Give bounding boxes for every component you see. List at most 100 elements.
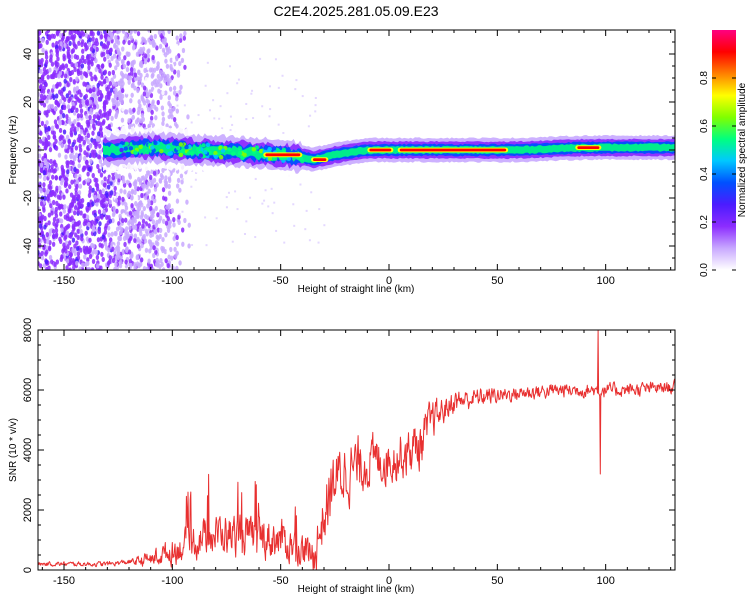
spectrogram-noise-cell xyxy=(74,44,78,50)
spectrogram-noise-cell xyxy=(116,240,121,247)
spectrogram-noise-cell xyxy=(50,125,55,131)
spectrogram-noise-cell xyxy=(94,66,98,73)
spectrogram-noise-cell xyxy=(112,53,117,59)
spectrogram-noise-cell xyxy=(141,46,146,52)
spectrogram-noise-cell xyxy=(98,109,102,115)
spectrogram-noise-cell xyxy=(128,182,132,188)
spectrogram-noise-cell xyxy=(109,47,113,53)
snr-x-label: Height of straight line (km) xyxy=(298,584,415,595)
spectrogram-noise-cell xyxy=(317,241,320,244)
spectrogram-noise-cell xyxy=(100,243,104,249)
spectrogram-noise-cell xyxy=(151,72,155,78)
spectrogram-noise-cell xyxy=(41,47,45,53)
spectrogram-noise-cell xyxy=(53,261,57,268)
spectrogram-noise-cell xyxy=(212,99,215,102)
spectrogram-noise-cell xyxy=(75,183,79,190)
spectrogram-noise-cell xyxy=(69,130,73,136)
spectrogram-noise-cell xyxy=(64,234,68,240)
spectrogram-track-blob xyxy=(144,150,150,155)
spectrogram-noise-cell xyxy=(54,138,58,144)
spectrogram-noise-cell xyxy=(95,201,99,207)
spectrogram-noise-cell xyxy=(48,179,53,186)
spectrogram-noise-cell xyxy=(68,40,72,47)
spectrogram-noise-cell xyxy=(84,32,88,38)
spectrogram-noise-cell xyxy=(56,102,61,108)
spectrogram-noise-cell xyxy=(150,210,154,216)
spectrogram-noise-cell xyxy=(150,81,155,87)
spectrogram-noise-cell xyxy=(133,72,138,78)
spectrogram-noise-cell xyxy=(129,67,134,73)
spectrogram-x-tick-label: -100 xyxy=(161,275,183,287)
spectrogram-noise-cell xyxy=(147,223,151,229)
spectrogram-noise-cell xyxy=(62,139,66,145)
spectrogram-noise-cell xyxy=(97,131,101,137)
spectrogram-noise-cell xyxy=(143,53,148,59)
spectrogram-noise-cell xyxy=(108,199,112,205)
spectrogram-noise-cell xyxy=(81,98,85,104)
spectrogram-noise-cell xyxy=(66,82,70,88)
spectrogram-noise-cell xyxy=(112,205,116,212)
spectrogram-noise-cell xyxy=(45,120,49,126)
spectrogram-noise-cell xyxy=(148,89,152,95)
spectrogram-noise-cell xyxy=(155,257,159,263)
spectrogram-noise-cell xyxy=(161,218,166,224)
spectrogram-noise-cell xyxy=(76,245,80,252)
spectrogram-noise-cell xyxy=(58,185,62,191)
spectrogram-noise-cell xyxy=(178,60,182,67)
spectrogram-noise-cell xyxy=(100,193,104,199)
spectrogram-noise-cell xyxy=(98,221,102,227)
spectrogram-noise-cell xyxy=(167,30,171,35)
spectrogram-noise-cell xyxy=(111,246,115,252)
spectrogram-noise-cell xyxy=(129,30,133,35)
spectrogram-noise-cell xyxy=(142,183,146,189)
spectrogram-noise-cell xyxy=(86,121,91,127)
spectrogram-noise-cell xyxy=(38,153,42,159)
spectrogram-noise-cell xyxy=(42,94,47,101)
spectrogram-noise-cell xyxy=(51,174,55,180)
spectrogram-track-blob xyxy=(123,146,128,151)
spectrogram-noise-cell xyxy=(150,109,154,115)
spectrogram-noise-cell xyxy=(53,168,57,174)
spectrogram-noise-cell xyxy=(71,123,75,129)
spectrogram-noise-cell xyxy=(95,46,99,52)
spectrogram-noise-cell xyxy=(74,62,79,68)
spectrogram-noise-cell xyxy=(38,78,42,84)
spectrogram-track-blob xyxy=(180,148,185,154)
spectrogram-noise-cell xyxy=(38,182,42,189)
spectrogram-noise-cell xyxy=(43,195,47,201)
spectrogram-noise-cell xyxy=(50,210,54,216)
spectrogram-noise-cell xyxy=(105,99,109,105)
spectrogram-noise-cell xyxy=(128,258,133,264)
spectrogram-noise-cell xyxy=(167,95,171,101)
spectrogram-noise-cell xyxy=(156,73,161,80)
spectrogram-noise-cell xyxy=(134,119,139,125)
spectrogram-noise-cell xyxy=(259,57,262,60)
spectrogram-track-blob xyxy=(172,141,177,146)
spectrogram-noise-cell xyxy=(206,61,209,64)
spectrogram-noise-cell xyxy=(100,162,104,169)
spectrogram-noise-cell xyxy=(87,221,91,228)
spectrogram-noise-cell xyxy=(71,258,76,264)
spectrogram-noise-cell xyxy=(134,201,138,207)
spectrogram-noise-cell xyxy=(39,201,44,207)
spectrogram-noise-cell xyxy=(55,124,60,130)
spectrogram-track-blob xyxy=(237,146,242,151)
spectrogram-noise-cell xyxy=(153,186,158,192)
spectrogram-noise-cell xyxy=(39,167,44,173)
spectrogram-noise-cell xyxy=(82,221,87,227)
spectrogram-noise-cell xyxy=(38,31,41,37)
spectrogram-noise-cell xyxy=(132,107,136,113)
spectrogram-noise-cell xyxy=(49,203,53,209)
spectrogram-noise-cell xyxy=(88,185,92,191)
spectrogram-noise-cell xyxy=(101,256,105,263)
spectrogram-noise-cell xyxy=(86,266,91,270)
spectrogram-noise-cell xyxy=(282,132,285,135)
spectrogram-noise-cell xyxy=(110,77,114,83)
spectrogram-noise-cell xyxy=(159,83,163,89)
spectrogram-track-blob xyxy=(186,151,192,156)
spectrogram-noise-cell xyxy=(83,254,87,260)
spectrogram-noise-cell xyxy=(121,196,125,202)
spectrogram-noise-cell xyxy=(139,214,144,220)
spectrogram-noise-cell xyxy=(75,260,79,266)
spectrogram-noise-cell xyxy=(205,244,208,247)
